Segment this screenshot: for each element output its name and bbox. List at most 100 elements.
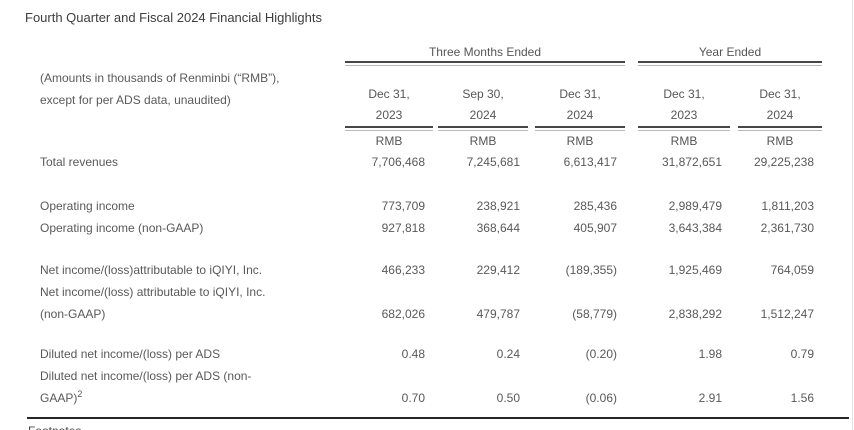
page-title: Fourth Quarter and Fiscal 2024 Financial…	[25, 10, 322, 25]
column-rule	[345, 126, 433, 131]
value-cell: (58,779)	[572, 307, 617, 321]
value-cell: 764,059	[770, 263, 814, 277]
value-cell: 773,709	[381, 199, 425, 213]
value-cell: (0.06)	[585, 391, 617, 405]
value-cell: 2.91	[698, 391, 722, 405]
table-row-net-income-non-gaap: (non-GAAP) 682,026 479,787 (58,779) 2,83…	[40, 303, 822, 325]
date-header-row: (Amounts in thousands of Renminbi (“RMB”…	[40, 66, 822, 131]
date-line1: Sep 30,	[462, 87, 504, 101]
value-cell: 682,026	[381, 307, 425, 321]
table-row-diluted-eps-non-gaap-label: Diluted net income/(loss) per ADS (non-	[40, 365, 822, 387]
row-label-text: GAAP)	[40, 391, 78, 405]
value-cell: (189,355)	[565, 263, 617, 277]
date-line1: Dec 31,	[759, 87, 801, 101]
amounts-note-line2: except for per ADS data, unaudited)	[40, 93, 231, 107]
column-header-fy-2023: Dec 31, 2023	[625, 66, 730, 131]
group-rule	[638, 61, 822, 66]
value-cell: 1.56	[790, 391, 814, 405]
group-label-year-ended: Year Ended	[698, 45, 762, 59]
value-cell: 29,225,238	[753, 155, 814, 169]
unit-cell: RMB	[625, 131, 730, 151]
spacer	[40, 173, 822, 195]
value-cell: 1.98	[698, 347, 722, 361]
value-cell: 3,643,384	[668, 221, 722, 235]
date-line2: 2023	[375, 108, 403, 122]
value-cell: 0.24	[496, 347, 520, 361]
value-cell: 1,925,469	[668, 263, 722, 277]
date-line1: Dec 31,	[559, 87, 601, 101]
column-header-fy-2024: Dec 31, 2024	[730, 66, 822, 131]
row-label: Operating income (non-GAAP)	[40, 221, 204, 235]
value-cell: 479,787	[476, 307, 520, 321]
value-cell: 1,512,247	[760, 307, 814, 321]
table-row-diluted-eps: Diluted net income/(loss) per ADS 0.48 0…	[40, 343, 822, 365]
column-rule	[738, 126, 822, 131]
unit-label: RMB	[469, 134, 497, 148]
value-cell: 1,811,203	[761, 199, 815, 213]
table-bottom-rule	[27, 417, 849, 419]
value-cell: 31,872,651	[661, 155, 722, 169]
unit-label: RMB	[670, 134, 698, 148]
date-line2: 2024	[766, 108, 794, 122]
table-row-diluted-eps-non-gaap: GAAP)2 0.70 0.50 (0.06) 2.91 1.56	[40, 387, 822, 409]
unit-label: RMB	[766, 134, 794, 148]
row-label: Total revenues	[40, 155, 119, 169]
row-label: Operating income	[40, 199, 135, 213]
value-cell: 368,644	[476, 221, 520, 235]
row-label-line1: Diluted net income/(loss) per ADS (non-	[40, 369, 252, 383]
spacer	[40, 239, 822, 259]
column-rule	[438, 126, 528, 131]
value-cell: 927,818	[381, 221, 425, 235]
value-cell: 7,706,468	[371, 155, 425, 169]
column-header-q4-2023: Dec 31, 2023	[345, 66, 433, 131]
table-row-net-income-non-gaap-label: Net income/(loss) attributable to iQIYI,…	[40, 281, 822, 303]
unit-cell: RMB	[345, 131, 433, 151]
value-cell: 285,436	[573, 199, 617, 213]
currency-unit-row: RMB RMB RMB RMB RMB	[40, 131, 822, 151]
value-cell: 238,921	[476, 199, 520, 213]
value-cell: (0.20)	[585, 347, 617, 361]
table-row-operating-income: Operating income 773,709 238,921 285,436…	[40, 195, 822, 217]
value-cell: 2,989,479	[668, 199, 722, 213]
unit-label: RMB	[375, 134, 403, 148]
column-header-q4-2024: Dec 31, 2024	[528, 66, 625, 131]
value-cell: 0.48	[401, 347, 425, 361]
date-line2: 2024	[469, 108, 497, 122]
table-row-total-revenues: Total revenues 7,706,468 7,245,681 6,613…	[40, 151, 822, 173]
date-line1: Dec 31,	[663, 87, 705, 101]
unit-cell: RMB	[528, 131, 625, 151]
table-row-net-income: Net income/(loss)attributable to iQIYI, …	[40, 259, 822, 281]
amounts-note-line1: (Amounts in thousands of Renminbi (“RMB”…	[40, 71, 280, 85]
row-label-line1: Net income/(loss) attributable to iQIYI,…	[40, 285, 266, 299]
group-rule	[345, 61, 625, 66]
unit-label: RMB	[566, 134, 594, 148]
value-cell: 466,233	[381, 263, 425, 277]
unit-cell: RMB	[433, 131, 528, 151]
value-cell: 6,613,417	[563, 155, 617, 169]
column-group-row: Three Months Ended Year Ended	[40, 44, 822, 66]
unit-cell: RMB	[730, 131, 822, 151]
column-header-q3-2024: Sep 30, 2024	[433, 66, 528, 131]
empty-cell	[40, 131, 345, 151]
empty-corner-cell	[40, 44, 345, 66]
value-cell: 2,838,292	[668, 307, 722, 321]
date-line1: Dec 31,	[368, 87, 410, 101]
amounts-note: (Amounts in thousands of Renminbi (“RMB”…	[40, 66, 345, 131]
row-label-line2: (non-GAAP)	[40, 307, 106, 321]
date-line2: 2023	[670, 108, 698, 122]
value-cell: 7,245,681	[466, 155, 520, 169]
value-cell: 0.70	[401, 391, 425, 405]
column-group-year-ended: Year Ended	[625, 44, 822, 66]
table-row-operating-income-non-gaap: Operating income (non-GAAP) 927,818 368,…	[40, 217, 822, 239]
date-line2: 2024	[566, 108, 594, 122]
column-group-three-months: Three Months Ended	[345, 44, 625, 66]
clipped-footer-text: Footnotes	[28, 424, 81, 430]
column-rule	[535, 126, 625, 131]
row-label-line2: GAAP)2	[40, 387, 345, 409]
value-cell: 0.50	[496, 391, 520, 405]
value-cell: 229,412	[476, 263, 520, 277]
page-right-border	[852, 0, 853, 430]
row-label: Diluted net income/(loss) per ADS	[40, 347, 221, 361]
value-cell: 2,361,730	[760, 221, 814, 235]
